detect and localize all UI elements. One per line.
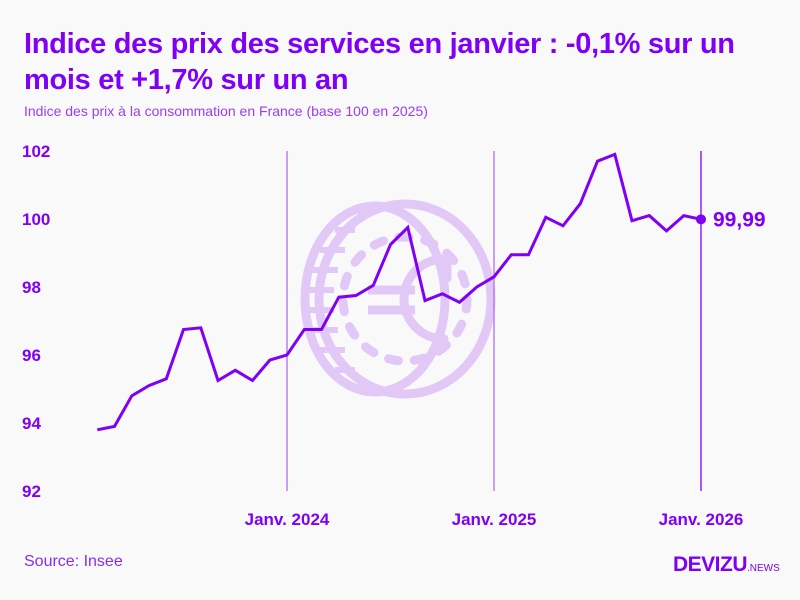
source-note: Source: Insee [24,553,123,570]
last-data-point [696,214,706,225]
euro-coin-icon [300,199,496,399]
devizu-logo: DEVIZU.NEWS [673,553,780,577]
y-tick-label: 100 [22,210,50,229]
chart-subtitle: Indice des prix à la consommation en Fra… [24,103,428,119]
chart-title: Indice des prix des services en janvier … [24,28,735,96]
logo-suffix: .NEWS [747,563,780,574]
last-value-label: 99,99 [713,208,766,231]
y-tick-label: 98 [22,278,41,297]
y-tick-label: 102 [22,142,50,161]
y-tick-label: 94 [22,414,41,433]
x-tick-label: Janv. 2025 [452,510,537,529]
y-tick-label: 96 [22,346,41,365]
series-line [97,152,702,432]
x-tick-label: Janv. 2024 [245,510,330,529]
x-tick-label: Janv. 2026 [659,510,744,529]
y-tick-label: 92 [22,482,41,501]
logo-main: DEVIZU [673,553,748,576]
